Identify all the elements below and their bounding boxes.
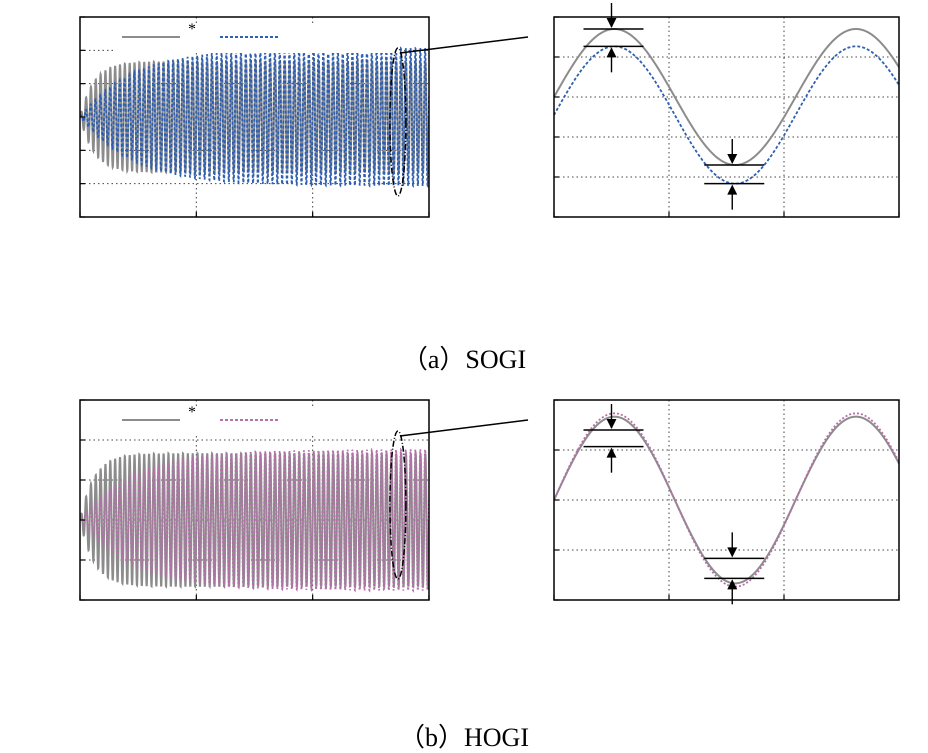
annotation-arrow-head [606,18,617,28]
zoom-ellipse [389,47,407,197]
legend-label-xstar: * [188,21,196,38]
annotation-arrow-head [727,154,738,164]
legend-label-xstar: * [188,404,196,421]
annotation-arrow-head [727,547,738,558]
annotation-arrow-head [727,184,738,195]
zoom-leader-line [399,419,529,437]
caption-a: （a）SOGI [402,345,526,374]
caption-b: （b）HOGI [399,723,529,752]
plot-frame [79,399,430,601]
annotation-arrow-head [606,419,617,429]
series-line-hogi [80,447,429,593]
annotation-arrow-head [606,447,617,458]
plot-area [80,46,429,189]
annotation-arrow-head [606,47,617,58]
plot-area [80,447,429,593]
annotation-arrow-head [727,579,738,590]
plot-area [554,27,899,185]
legend-label-star: * [188,21,196,38]
legend-label-star: * [188,404,196,421]
plot-frame [553,16,900,218]
zoom-ellipse [389,430,407,580]
zoom-leader-line [399,36,529,54]
